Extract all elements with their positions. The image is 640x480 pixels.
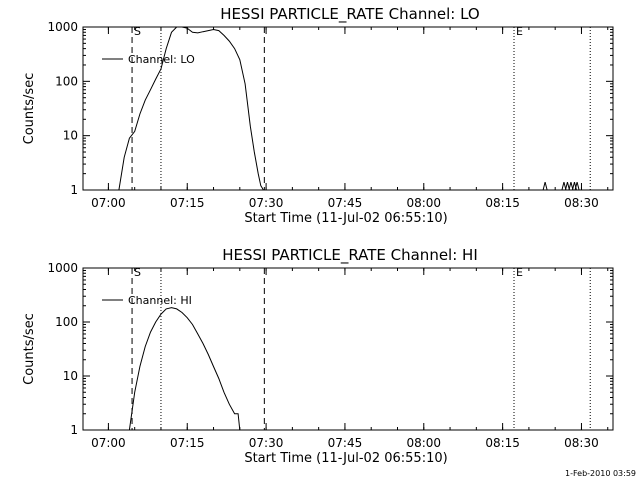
series-line <box>128 307 241 431</box>
x-tick-label: 08:15 <box>485 436 520 450</box>
y-axis-label: Counts/sec <box>22 73 37 145</box>
legend-label: Channel: HI <box>128 294 192 307</box>
x-tick-label: 07:15 <box>170 196 205 210</box>
x-tick-label: 08:30 <box>564 436 599 450</box>
x-tick-label: 07:45 <box>328 196 363 210</box>
x-tick-label: 07:30 <box>249 196 284 210</box>
x-tick-label: 08:30 <box>564 196 599 210</box>
x-axis-label: Start Time (11-Jul-02 06:55:10) <box>244 211 447 226</box>
plot-frame <box>82 26 614 191</box>
end-marker: E <box>516 266 523 279</box>
x-tick-label: 08:15 <box>485 196 520 210</box>
plot-frame <box>82 267 614 431</box>
y-tick-label: 100 <box>55 315 78 329</box>
chart-title: HESSI PARTICLE_RATE Channel: LO <box>220 5 479 24</box>
y-tick-label: 10 <box>63 129 78 143</box>
legend-label: Channel: LO <box>128 53 195 66</box>
chart-title: HESSI PARTICLE_RATE Channel: HI <box>222 246 478 265</box>
x-tick-label: 08:00 <box>406 196 441 210</box>
y-tick-label: 1000 <box>47 261 78 275</box>
y-tick-label: 1000 <box>47 20 78 34</box>
chart-panel-2: HESSI PARTICLE_RATE Channel: HI 07:00 07:1… <box>22 246 614 466</box>
x-tick-label: 07:30 <box>249 436 284 450</box>
end-marker: E <box>516 25 523 38</box>
y-tick-label: 1 <box>70 423 78 437</box>
series-spike <box>542 181 548 191</box>
series-spike <box>561 181 567 191</box>
x-tick-label: 07:00 <box>91 436 126 450</box>
series-spike <box>574 181 580 191</box>
start-marker: S <box>134 266 141 279</box>
x-tick-label: 08:00 <box>406 436 441 450</box>
y-tick-label: 10 <box>63 369 78 383</box>
x-tick-label: 07:00 <box>91 196 126 210</box>
y-tick-label: 100 <box>55 74 78 88</box>
series-spike <box>564 181 570 191</box>
chart-panel-1: HESSI PARTICLE_RATE Channel: LO 07:00 07:1… <box>22 5 614 226</box>
series-spike <box>568 181 574 191</box>
start-marker: S <box>134 25 141 38</box>
x-tick-label: 07:45 <box>328 436 363 450</box>
y-axis-label: Counts/sec <box>22 313 37 385</box>
y-tick-label: 1 <box>70 183 78 197</box>
series-line <box>118 26 264 191</box>
x-tick-label: 07:15 <box>170 436 205 450</box>
x-axis-label: Start Time (11-Jul-02 06:55:10) <box>244 451 447 466</box>
